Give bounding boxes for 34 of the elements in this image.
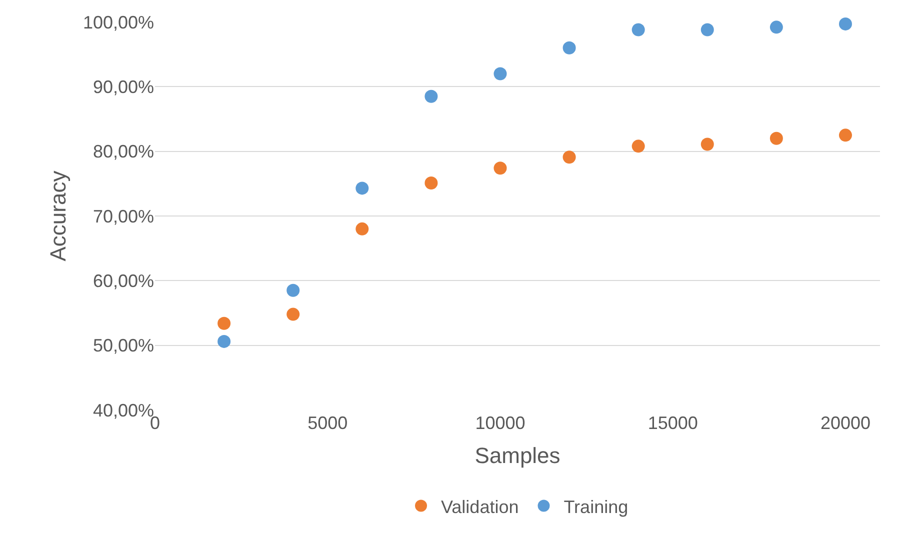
point: [218, 334, 231, 348]
point: [562, 41, 576, 54]
x-tick-label: 10000: [475, 413, 526, 433]
x-tick-label: 15000: [648, 413, 698, 433]
point: [770, 20, 783, 34]
point: [838, 17, 852, 30]
point: [424, 176, 438, 190]
x-tick-label: 5000: [308, 413, 348, 433]
point: [286, 308, 300, 321]
point: [562, 150, 576, 164]
point: [356, 182, 369, 195]
point: [286, 284, 300, 297]
point: [700, 138, 714, 151]
y-tick-label: 90,00%: [92, 76, 154, 97]
legend-label: Training: [564, 496, 628, 517]
y-tick-label: 60,00%: [92, 270, 154, 291]
y-tick-label: 50,00%: [92, 336, 154, 356]
x-axis-title: Samples: [474, 442, 560, 468]
point: [494, 162, 507, 175]
legend-label: Validation: [441, 496, 519, 517]
y-axis-title: Accuracy: [46, 170, 71, 262]
y-tick-label: 100,00%: [82, 12, 154, 32]
x-tick-label: 20000: [820, 413, 871, 433]
point: [770, 132, 783, 145]
point: [632, 140, 645, 153]
point: [356, 222, 369, 236]
point: [700, 23, 714, 36]
point: [632, 23, 645, 36]
point: [838, 128, 852, 142]
point: [424, 90, 438, 103]
y-tick-label: 70,00%: [92, 206, 154, 226]
point: [494, 67, 507, 80]
point: [218, 316, 231, 330]
y-tick-label: 80,00%: [92, 142, 154, 162]
